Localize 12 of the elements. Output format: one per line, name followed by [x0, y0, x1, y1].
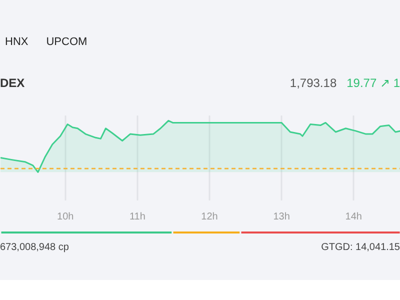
x-tick-label: 14h	[345, 212, 362, 222]
text: GTGD: 14,041.15	[321, 241, 400, 255]
x-tick-label: 11h	[129, 212, 146, 222]
x-tick-label: 13h	[273, 212, 290, 222]
text: 1,793.18	[290, 76, 337, 90]
text: 673,008,948 cp	[0, 241, 69, 255]
x-tick-label: 12h	[201, 212, 218, 222]
text: 19.77 ↗ 1	[346, 76, 400, 90]
chart-title: DEX	[0, 75, 25, 92]
text: UPCOM	[46, 36, 88, 48]
text: HNX	[5, 36, 28, 48]
x-tick-label: 10h	[57, 212, 74, 222]
